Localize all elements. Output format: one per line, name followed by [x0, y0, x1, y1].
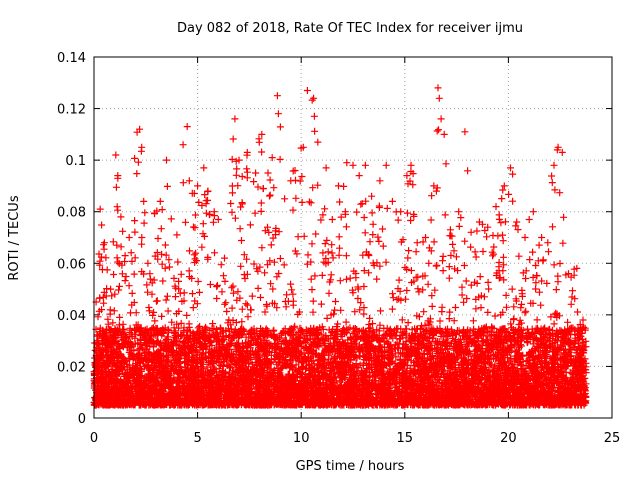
x-tick-label: 20 — [500, 431, 517, 446]
data-point-peak — [544, 239, 552, 247]
data-point-peak — [538, 234, 546, 241]
x-tick-label: 15 — [397, 431, 414, 446]
data-point-peak — [388, 197, 396, 205]
data-point-peak — [310, 94, 318, 102]
data-point-peak — [413, 239, 421, 247]
chart-title: Day 082 of 2018, Rate Of TEC Index for r… — [177, 21, 523, 36]
y-tick-label: 0.14 — [57, 51, 86, 66]
data-point-peak — [507, 164, 514, 172]
data-point-cluster-5 — [90, 96, 590, 409]
x-tick-label: 5 — [193, 431, 201, 446]
data-point-peak — [328, 216, 336, 223]
y-tick-label: 0.06 — [57, 257, 86, 272]
data-point-peak — [500, 182, 508, 190]
data-point-peak — [314, 138, 322, 146]
y-tick-label: 0.04 — [57, 309, 86, 324]
data-point-peak — [173, 231, 181, 239]
data-point-peak — [179, 141, 187, 149]
plot-frame — [93, 56, 613, 419]
data-point-peak — [252, 169, 260, 177]
data-point-peak — [117, 213, 125, 221]
data-point-peak — [156, 197, 164, 205]
data-point-peak — [264, 169, 272, 177]
x-tick-label: 25 — [604, 431, 621, 446]
data-point-peak — [446, 226, 454, 234]
x-tick-label: 0 — [90, 431, 98, 446]
data-point-peak — [579, 316, 587, 324]
data-point-peak — [214, 216, 222, 223]
y-tick-label: 0.08 — [57, 206, 86, 221]
data-point-peak — [361, 161, 369, 169]
data-point-peak — [403, 172, 411, 180]
data-point-peak — [200, 164, 208, 172]
data-points — [90, 84, 590, 409]
x-axis-label: GPS time / hours — [296, 459, 405, 474]
data-point-peak — [461, 128, 469, 136]
data-point-peak — [434, 84, 442, 92]
data-point-peak — [303, 87, 311, 94]
data-point-peak — [382, 161, 390, 169]
data-point-peak — [467, 228, 475, 236]
data-point-peak — [349, 161, 357, 169]
data-point-peak — [231, 115, 239, 123]
data-point-peak — [281, 195, 289, 203]
y-tick-label: 0.12 — [57, 103, 86, 118]
data-point-peak — [407, 161, 415, 169]
data-point-peak — [112, 151, 120, 159]
data-point-peak — [343, 159, 351, 167]
data-point-peak — [492, 203, 500, 211]
data-point-peak — [96, 205, 104, 213]
data-point-peak — [125, 234, 133, 241]
y-axis-label: ROTI / TECUs — [7, 195, 22, 280]
data-point-peak — [437, 115, 445, 123]
data-point-peak — [455, 208, 463, 216]
y-tick-label: 0 — [78, 412, 86, 427]
data-point-peak — [194, 182, 202, 190]
data-point-peak — [355, 172, 363, 180]
data-point-peak — [140, 197, 148, 205]
data-point-peak — [268, 154, 276, 162]
x-tick-label: 10 — [293, 431, 310, 446]
data-point-peak — [144, 259, 152, 267]
data-point-peak — [185, 177, 193, 185]
data-point-peak — [376, 177, 384, 185]
data-point-peak — [274, 110, 282, 118]
data-point-peak — [521, 234, 529, 241]
data-point-peak — [221, 254, 228, 262]
data-point-peak — [440, 130, 448, 138]
data-point-peak — [368, 192, 376, 200]
data-point-peak — [163, 156, 170, 164]
y-tick-label: 0.02 — [57, 360, 86, 375]
data-point-peak — [550, 161, 558, 169]
data-point-peak — [121, 252, 129, 260]
data-point-peak — [258, 130, 266, 138]
data-point-peak — [322, 164, 330, 172]
axis-ticks: 0 0.02 0.04 0.06 0.08 0.1 0.12 0.14 0 5 10 15 20 25 — [57, 51, 620, 446]
data-point-peak — [183, 123, 191, 131]
y-tick-label: 0.1 — [65, 154, 86, 169]
data-point-peak — [529, 208, 537, 216]
data-point-peak — [273, 92, 281, 100]
data-point-peak — [422, 234, 429, 241]
data-point-peak — [558, 148, 566, 156]
data-point-peak — [513, 218, 521, 226]
